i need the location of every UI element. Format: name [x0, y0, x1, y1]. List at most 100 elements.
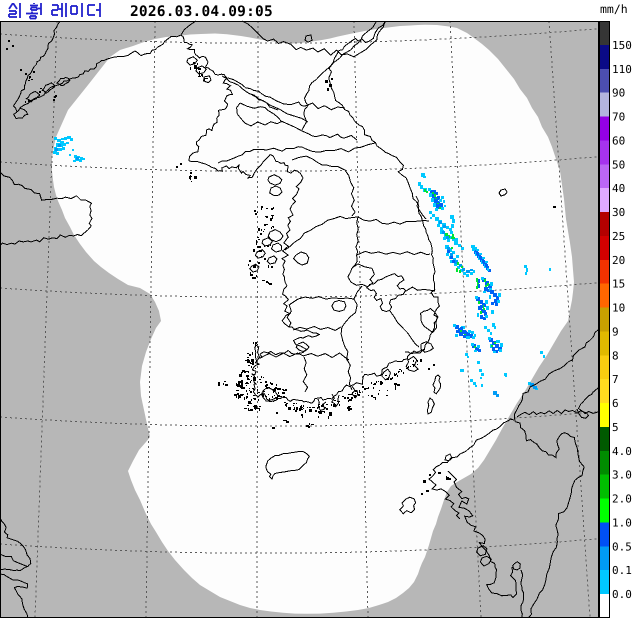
island-dot [264, 245, 265, 247]
island-dot [253, 277, 256, 279]
island-dot [299, 408, 302, 409]
island-dot [342, 396, 344, 397]
island-dot [262, 206, 263, 208]
island-dot [264, 258, 266, 260]
island-dot [223, 383, 224, 385]
echo-cell [485, 261, 488, 263]
island-dot [364, 388, 366, 389]
echo-cell [457, 262, 459, 265]
island-dot [371, 395, 373, 397]
echo-cell [498, 293, 501, 297]
island-dot [285, 405, 286, 406]
echo-cell [418, 182, 421, 186]
island-dot [253, 406, 254, 407]
echo-cell [480, 311, 482, 314]
coastline [180, 34, 234, 162]
island-dot [266, 387, 268, 389]
island-dot [553, 206, 556, 208]
island-dot [253, 342, 254, 344]
island-dot [243, 394, 244, 395]
colorbar-label: 25 [612, 230, 625, 243]
island-dot [245, 371, 246, 372]
island-dot [250, 274, 253, 276]
island-dot [258, 392, 260, 393]
echo-cell [445, 233, 448, 236]
precipitation-echoes [53, 136, 551, 397]
island-dot [261, 229, 262, 231]
island-dot [236, 390, 239, 391]
island-dot [347, 397, 349, 399]
echo-cell [491, 310, 494, 314]
admin-border [356, 250, 431, 256]
island-dot [241, 373, 242, 374]
echo-cell [433, 203, 436, 207]
island-dot [263, 231, 264, 232]
echo-cell [450, 231, 453, 234]
island-dot [284, 392, 285, 394]
coastline [25, 90, 41, 103]
echo-cell [453, 324, 456, 327]
admin-border [236, 102, 283, 127]
echo-cell [460, 369, 464, 372]
island-dot [333, 404, 335, 405]
admin-border [331, 299, 347, 312]
echo-cell [433, 190, 436, 193]
island-dot [191, 181, 192, 182]
admin-border [340, 285, 363, 391]
admin-border [351, 216, 359, 269]
echo-cell [456, 255, 459, 258]
island-dot [326, 408, 328, 410]
echo-cell [496, 340, 500, 343]
island-dot [293, 405, 294, 406]
island-dot [199, 74, 200, 77]
colorbar-label: 50 [612, 158, 625, 171]
echo-cell [456, 330, 459, 333]
colorbar-segment [599, 259, 610, 285]
island-dot [248, 408, 249, 410]
island-dot [276, 398, 278, 400]
coastline [13, 107, 29, 120]
island-dot [248, 405, 249, 406]
echo-cell [475, 296, 478, 299]
island-dot [271, 208, 273, 210]
coastline [188, 153, 304, 179]
island-dot [448, 478, 451, 480]
echo-cell [491, 345, 493, 347]
island-dot [176, 166, 178, 168]
echo-cell [479, 300, 483, 304]
island-dot [247, 353, 249, 354]
island-dot [337, 401, 338, 402]
island-dot [413, 364, 415, 365]
echo-cell [470, 379, 473, 382]
island-dot [39, 91, 41, 93]
island-dot [242, 387, 245, 389]
island-dot [248, 379, 250, 380]
island-dot [266, 216, 268, 218]
island-dot [250, 381, 251, 383]
colorbar-segment [599, 188, 610, 213]
colorbar-label: 0.5 [612, 540, 632, 553]
admin-border [261, 352, 350, 361]
island-dot [318, 404, 320, 405]
echo-cell [499, 349, 502, 352]
island-dot [309, 423, 310, 425]
island-dot [266, 281, 268, 283]
coastline [513, 329, 599, 618]
admin-border [365, 273, 407, 313]
echo-cell [56, 152, 59, 155]
island-dot [420, 360, 422, 362]
colorbar-segment [599, 498, 610, 523]
colorbar-segment [599, 140, 610, 165]
echo-cell [487, 289, 490, 292]
echo-cell [76, 157, 79, 160]
echo-cell [461, 266, 463, 268]
island-dot [260, 257, 261, 258]
island-dot [272, 226, 274, 227]
echo-cell [487, 283, 489, 286]
echo-cell [467, 356, 469, 358]
echo-cell [474, 334, 476, 337]
island-dot [243, 371, 246, 372]
echo-cell [475, 347, 479, 351]
island-outline [266, 255, 278, 265]
